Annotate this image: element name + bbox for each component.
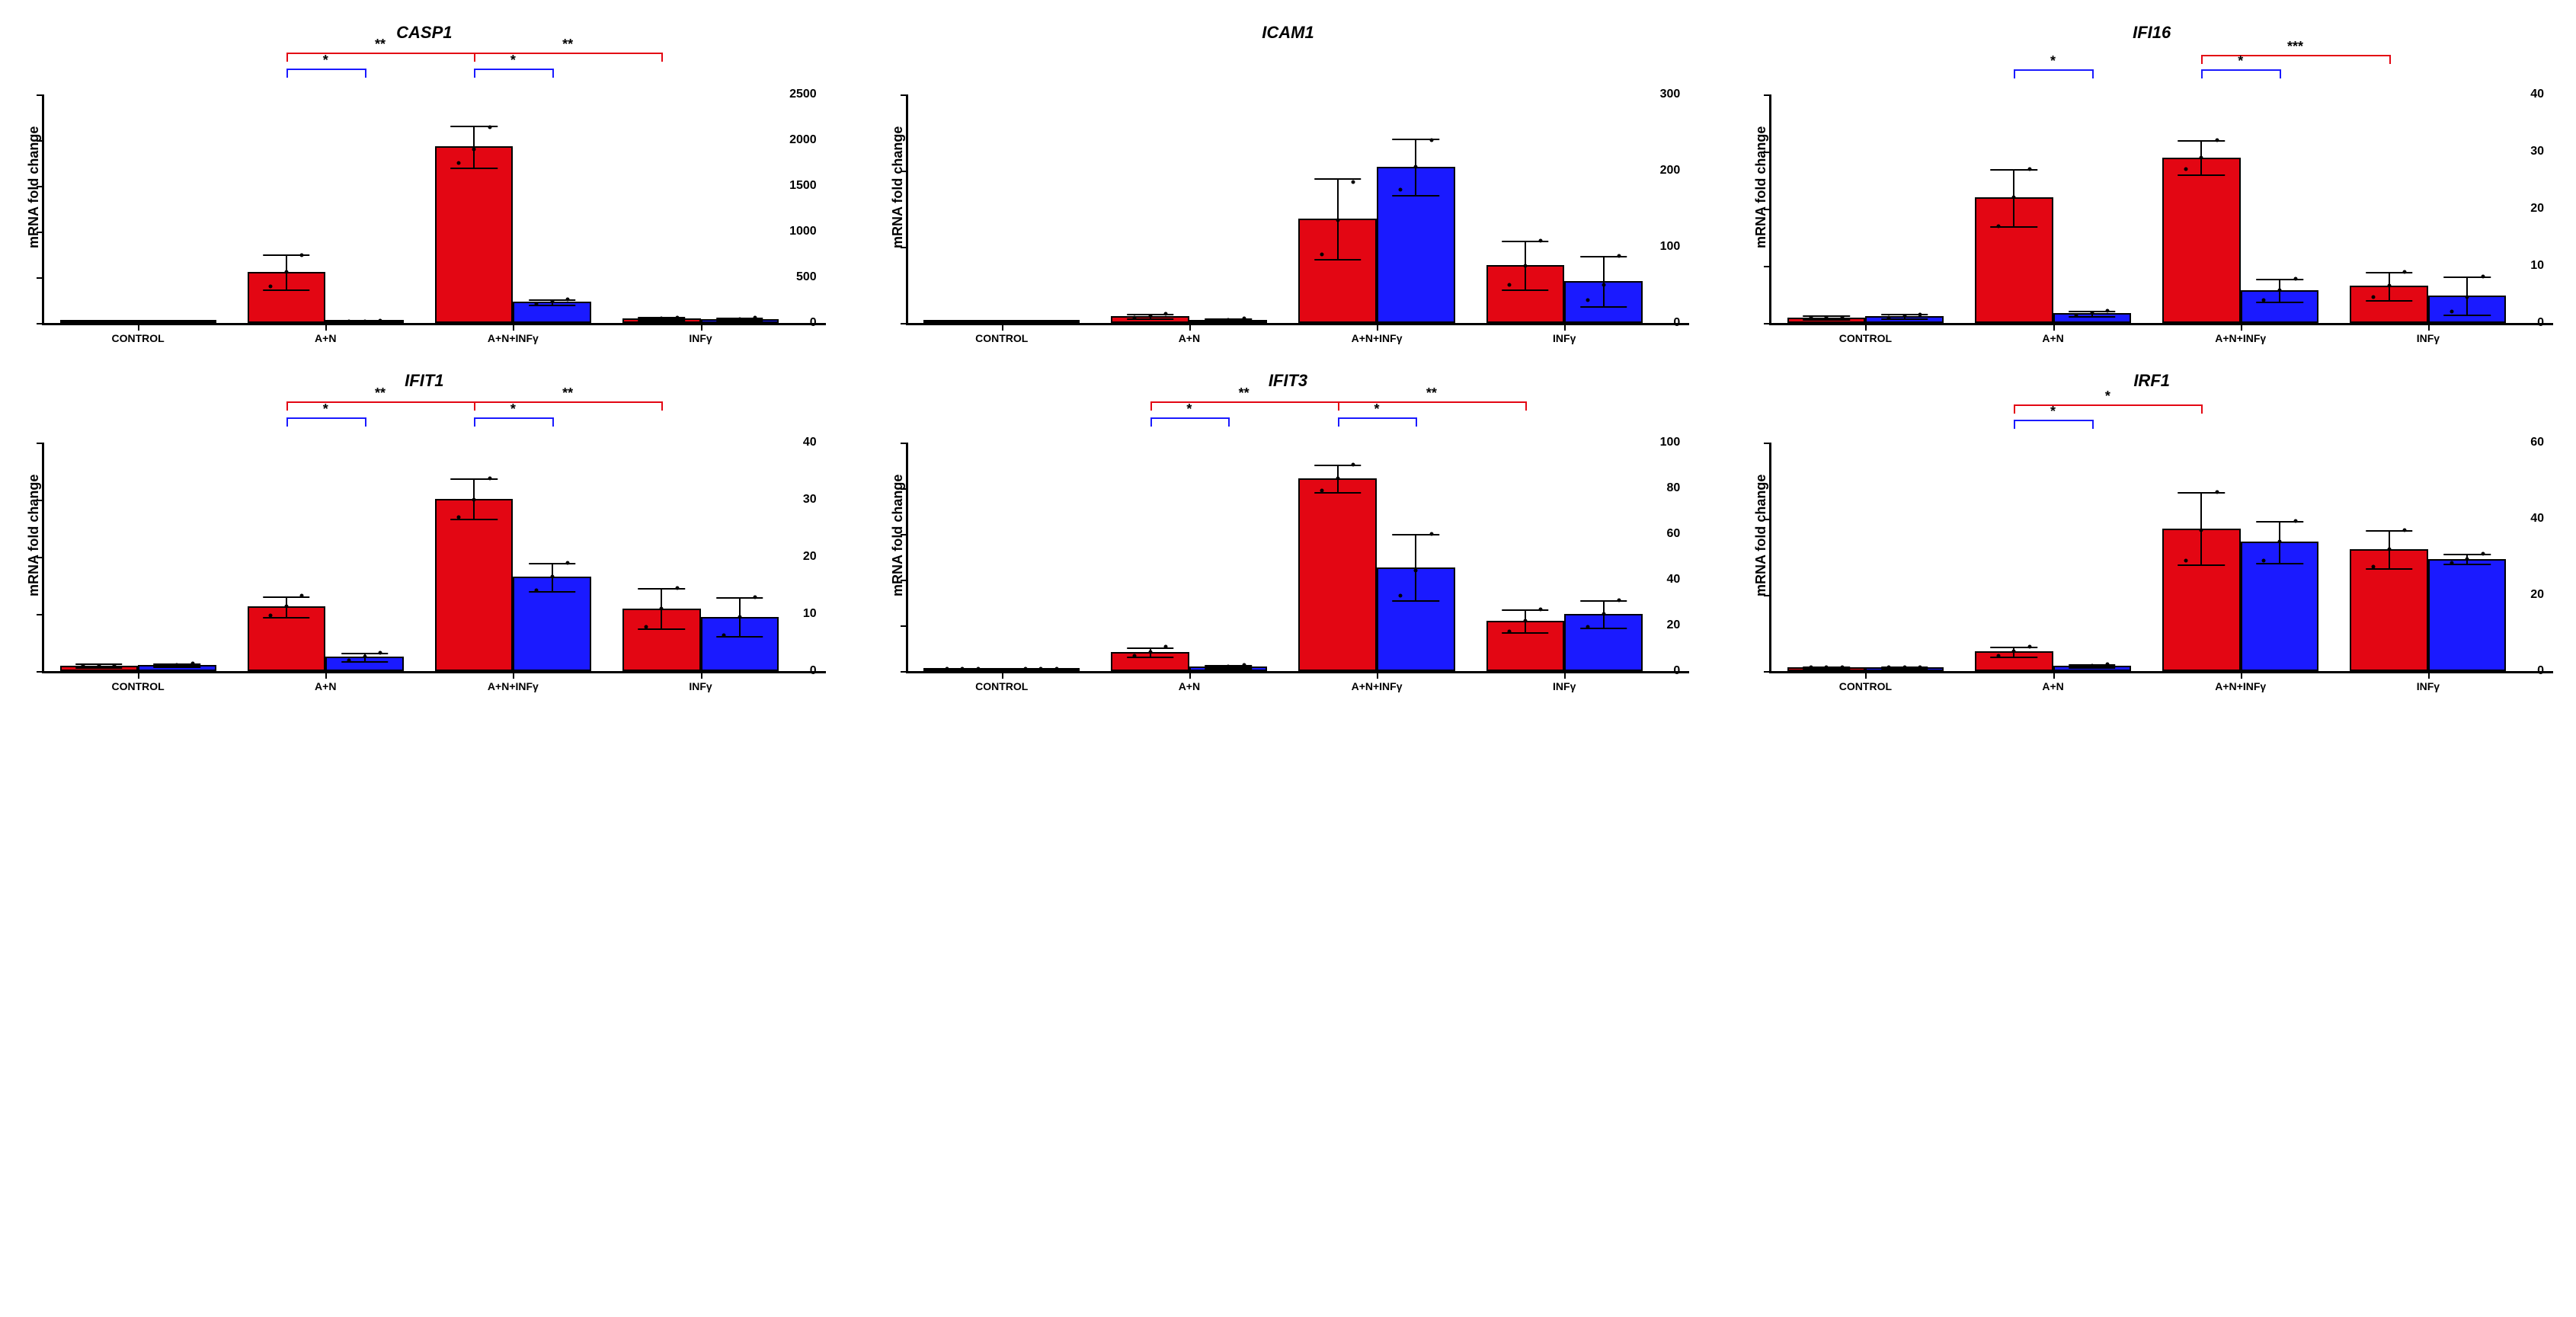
y-tick-label: 0 xyxy=(1673,316,1680,330)
chart-panel: CASP1mRNA fold change0500100015002000250… xyxy=(23,23,826,325)
bar xyxy=(2428,559,2507,672)
significance-label: * xyxy=(510,53,516,69)
x-tick-label: CONTROL xyxy=(111,332,164,344)
x-tick-label: A+N+INFγ xyxy=(488,332,539,344)
chart-grid: CASP1mRNA fold change0500100015002000250… xyxy=(23,23,2553,673)
x-tick-label: A+N+INFγ xyxy=(488,680,539,692)
chart-panel: IFIT1mRNA fold change010203040CONTROLA+N… xyxy=(23,371,826,673)
y-tick-label: 40 xyxy=(2530,512,2544,526)
y-tick-label: 20 xyxy=(803,550,817,564)
significance-label: * xyxy=(1186,401,1192,417)
y-tick-label: 40 xyxy=(803,436,817,449)
x-tick-label: INFγ xyxy=(689,332,712,344)
significance-label: * xyxy=(1374,401,1380,417)
y-tick-label: 60 xyxy=(1667,527,1681,541)
significance-label: * xyxy=(2238,53,2243,69)
y-tick-label: 100 xyxy=(1660,436,1681,449)
plot-area: 0204060CONTROLA+NA+N+INFγINFγ** xyxy=(1769,443,2553,673)
x-tick-label: A+N xyxy=(315,680,336,692)
y-tick-label: 0 xyxy=(1673,664,1680,678)
y-tick-label: 80 xyxy=(1667,481,1681,495)
plot-area: 0100200300CONTROLA+NA+N+INFγINFγ xyxy=(906,94,1690,325)
y-tick-label: 0 xyxy=(810,664,817,678)
y-tick-label: 500 xyxy=(796,270,817,284)
y-tick-label: 40 xyxy=(2530,88,2544,101)
y-tick-label: 10 xyxy=(803,607,817,621)
chart-panel: IFIT3mRNA fold change020406080100CONTROL… xyxy=(887,371,1690,673)
significance-label: ** xyxy=(562,37,573,53)
x-tick-label: CONTROL xyxy=(111,680,164,692)
significance-label: * xyxy=(2050,53,2056,69)
x-tick-label: A+N+INFγ xyxy=(2215,680,2266,692)
chart-title: IRF1 xyxy=(1750,371,2553,391)
y-axis-label: mRNA fold change xyxy=(887,49,906,325)
x-tick-label: CONTROL xyxy=(1839,332,1892,344)
chart-panel: IFI16mRNA fold change010203040CONTROLA+N… xyxy=(1750,23,2553,325)
x-tick-label: A+N+INFγ xyxy=(1352,680,1403,692)
chart-title: IFIT3 xyxy=(887,371,1690,391)
y-tick-label: 300 xyxy=(1660,88,1681,101)
y-tick-label: 30 xyxy=(2530,145,2544,158)
x-tick-label: A+N xyxy=(2042,680,2063,692)
x-tick-label: CONTROL xyxy=(975,680,1028,692)
y-tick-label: 0 xyxy=(2537,664,2544,678)
x-tick-label: INFγ xyxy=(2417,332,2440,344)
significance-label: ** xyxy=(375,37,386,53)
bar xyxy=(1298,478,1377,672)
plot-area: 020406080100CONTROLA+NA+N+INFγINFγ****** xyxy=(906,443,1690,673)
x-tick-label: A+N xyxy=(2042,332,2063,344)
significance-label: *** xyxy=(2287,39,2303,55)
y-tick-label: 200 xyxy=(1660,164,1681,177)
y-axis-label: mRNA fold change xyxy=(23,397,42,673)
x-tick-label: A+N xyxy=(1179,680,1200,692)
chart-title: ICAM1 xyxy=(887,23,1690,43)
y-tick-label: 60 xyxy=(2530,436,2544,449)
significance-label: * xyxy=(510,401,516,417)
x-tick-label: A+N xyxy=(1179,332,1200,344)
y-tick-label: 2000 xyxy=(789,133,817,147)
x-tick-label: INFγ xyxy=(2417,680,2440,692)
x-tick-label: A+N xyxy=(315,332,336,344)
x-tick-label: INFγ xyxy=(1553,332,1576,344)
y-tick-label: 30 xyxy=(803,493,817,507)
significance-label: ** xyxy=(1426,385,1437,401)
plot-area: 010203040CONTROLA+NA+N+INFγINFγ***** xyxy=(1769,94,2553,325)
bar xyxy=(435,146,514,323)
x-tick-label: INFγ xyxy=(1553,680,1576,692)
plot-area: 05001000150020002500CONTROLA+NA+N+INFγIN… xyxy=(42,94,826,325)
chart-panel: IRF1mRNA fold change0204060CONTROLA+NA+N… xyxy=(1750,371,2553,673)
y-axis-label: mRNA fold change xyxy=(1750,397,1769,673)
bar xyxy=(2162,158,2241,324)
x-tick-label: CONTROL xyxy=(1839,680,1892,692)
chart-panel: ICAM1mRNA fold change0100200300CONTROLA+… xyxy=(887,23,1690,325)
significance-label: ** xyxy=(562,385,573,401)
y-tick-label: 1500 xyxy=(789,179,817,193)
x-tick-label: A+N+INFγ xyxy=(2215,332,2266,344)
y-tick-label: 20 xyxy=(1667,619,1681,632)
significance-label: * xyxy=(2105,388,2110,404)
y-axis-label: mRNA fold change xyxy=(1750,49,1769,325)
y-tick-label: 1000 xyxy=(789,225,817,238)
x-tick-label: INFγ xyxy=(689,680,712,692)
significance-label: * xyxy=(323,401,328,417)
y-tick-label: 20 xyxy=(2530,202,2544,216)
y-tick-label: 10 xyxy=(2530,259,2544,273)
bar xyxy=(435,499,514,672)
x-tick-label: A+N+INFγ xyxy=(1352,332,1403,344)
significance-label: ** xyxy=(375,385,386,401)
y-tick-label: 20 xyxy=(2530,588,2544,602)
y-tick-label: 0 xyxy=(810,316,817,330)
significance-label: ** xyxy=(1239,385,1250,401)
y-tick-label: 0 xyxy=(2537,316,2544,330)
chart-title: CASP1 xyxy=(23,23,826,43)
x-tick-label: CONTROL xyxy=(975,332,1028,344)
significance-label: * xyxy=(323,53,328,69)
y-tick-label: 100 xyxy=(1660,240,1681,254)
chart-title: IFIT1 xyxy=(23,371,826,391)
y-tick-label: 40 xyxy=(1667,573,1681,587)
y-tick-label: 2500 xyxy=(789,88,817,101)
chart-title: IFI16 xyxy=(1750,23,2553,43)
significance-label: * xyxy=(2050,404,2056,420)
plot-area: 010203040CONTROLA+NA+N+INFγINFγ****** xyxy=(42,443,826,673)
